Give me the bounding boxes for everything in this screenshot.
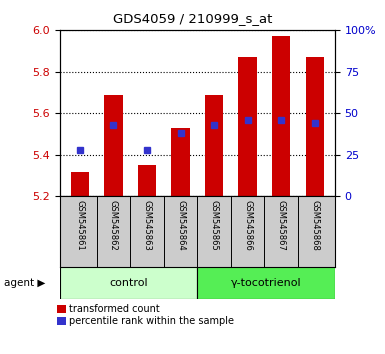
Bar [306, 57, 324, 196]
Text: γ-tocotrienol: γ-tocotrienol [231, 278, 301, 288]
Text: GSM545867: GSM545867 [277, 200, 286, 251]
Text: GDS4059 / 210999_s_at: GDS4059 / 210999_s_at [113, 12, 272, 25]
Text: GSM545861: GSM545861 [75, 200, 84, 251]
Text: agent ▶: agent ▶ [4, 278, 45, 288]
Text: GSM545864: GSM545864 [176, 200, 185, 251]
Text: GSM545868: GSM545868 [310, 200, 319, 251]
Legend: transformed count, percentile rank within the sample: transformed count, percentile rank withi… [57, 304, 234, 326]
Bar [205, 95, 223, 196]
Bar [171, 128, 190, 196]
Bar [104, 95, 122, 196]
Bar [70, 172, 89, 196]
Text: GSM545865: GSM545865 [209, 200, 219, 251]
Bar [272, 36, 290, 196]
Bar [197, 267, 335, 299]
Text: GSM545862: GSM545862 [109, 200, 118, 251]
Text: control: control [109, 278, 148, 288]
Bar [238, 57, 257, 196]
Text: GSM545866: GSM545866 [243, 200, 252, 251]
Bar [138, 165, 156, 196]
Text: GSM545863: GSM545863 [142, 200, 151, 251]
Bar [60, 267, 197, 299]
